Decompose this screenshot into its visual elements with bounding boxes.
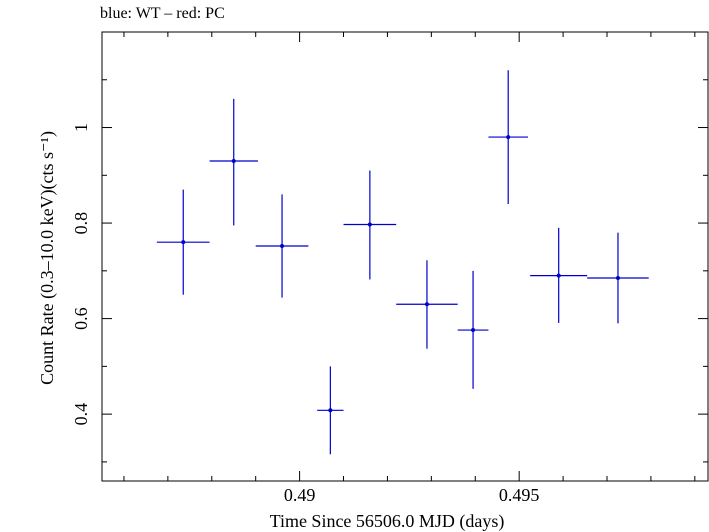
data-point (255, 194, 309, 298)
y-tick-label: 1 (71, 123, 91, 132)
data-marker (367, 222, 372, 227)
data-point (488, 70, 528, 204)
x-axis-label: Time Since 56506.0 MJD (days) (270, 511, 505, 532)
data-point (396, 260, 458, 349)
data-point (457, 270, 489, 389)
y-tick-label: 0.8 (71, 212, 91, 235)
plot-frame (101, 31, 709, 482)
data-point (530, 227, 588, 323)
x-tick-label: 0.495 (499, 485, 540, 505)
data-point (156, 189, 210, 295)
y-axis-label: Count Rate (0.3–10.0 keV)(cts s⁻¹) (37, 131, 58, 385)
data-marker (424, 302, 429, 307)
data-marker (181, 240, 186, 245)
y-tick-label: 0.4 (71, 403, 91, 426)
x-axis-ticks: 0.49 0.495 (123, 32, 696, 505)
y-axis-ticks: 0.4 0.6 0.8 1 (71, 31, 708, 463)
data-point (209, 98, 258, 226)
data-marker (615, 275, 620, 280)
data-marker (328, 408, 333, 413)
data-point (343, 170, 397, 280)
data-marker (280, 243, 285, 248)
chart-title: blue: WT – red: PC (100, 5, 225, 22)
data-marker (471, 328, 476, 333)
data-point (317, 366, 344, 455)
data-marker (506, 135, 511, 140)
y-tick-label: 0.6 (71, 307, 91, 330)
data-points (156, 70, 649, 455)
data-point (587, 232, 649, 324)
data-marker (231, 158, 236, 163)
data-marker (556, 273, 561, 278)
x-tick-label: 0.49 (284, 485, 316, 505)
